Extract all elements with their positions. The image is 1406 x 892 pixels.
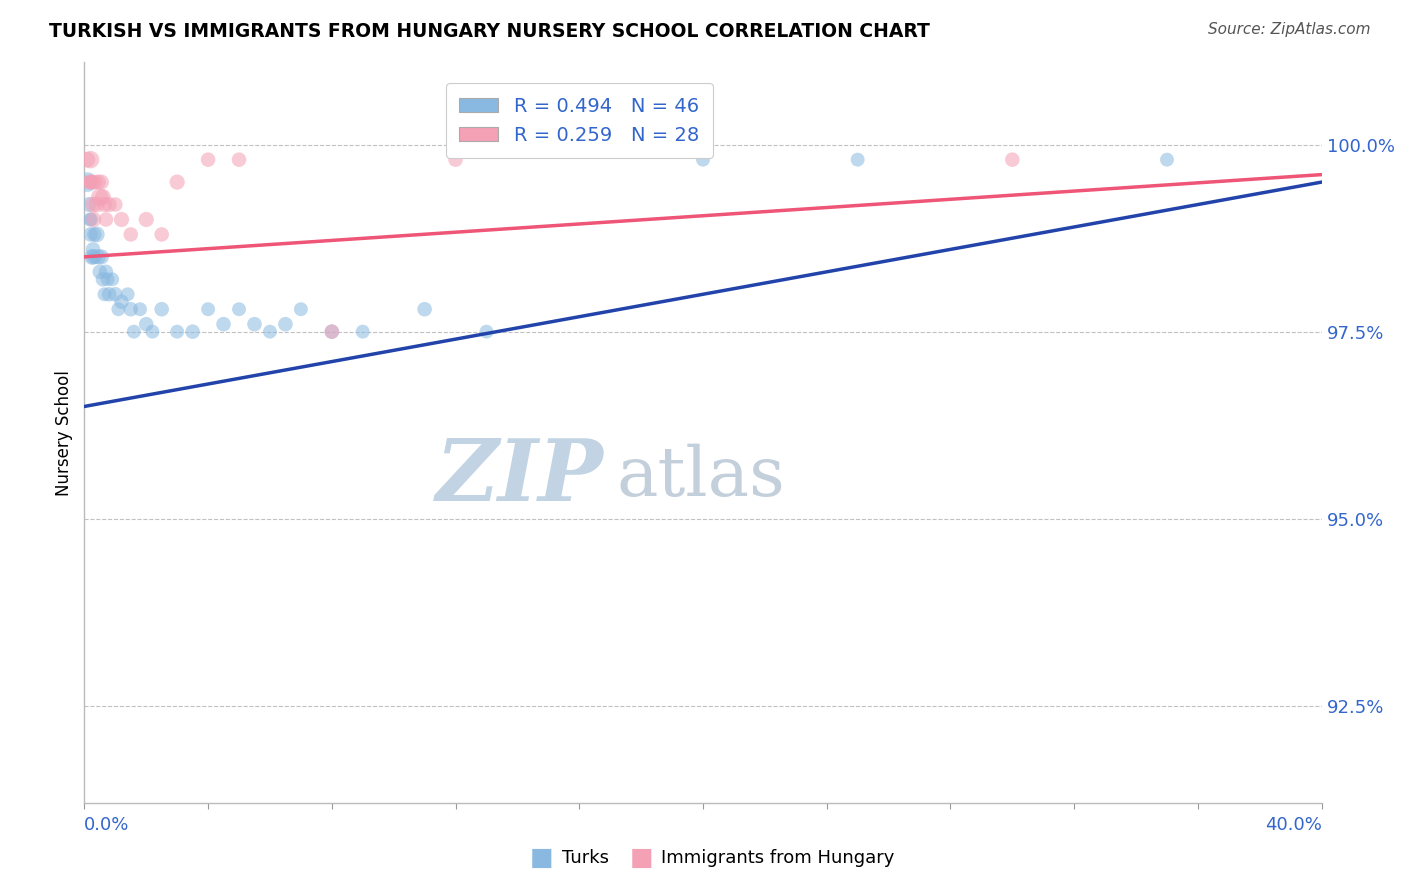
Point [91,272,114,286]
Point [77,197,100,211]
Point [135,317,157,331]
Text: ZIP: ZIP [436,435,605,519]
Point [117,287,139,301]
Text: TURKISH VS IMMIGRANTS FROM HUNGARY NURSERY SCHOOL CORRELATION CHART: TURKISH VS IMMIGRANTS FROM HUNGARY NURSE… [49,22,931,41]
Text: ■: ■ [630,847,652,870]
Point [352,325,374,339]
Point [84,175,107,189]
Point [84,250,107,264]
Text: atlas: atlas [616,444,786,510]
Point [212,317,235,331]
Point [80,175,103,189]
Point [120,302,142,317]
Point [228,302,250,317]
Point [692,153,714,167]
Point [80,212,103,227]
Point [82,175,104,189]
Text: Immigrants from Hungary: Immigrants from Hungary [661,849,894,867]
Point [110,294,132,309]
Point [97,272,120,286]
Point [150,227,173,242]
Text: Source: ZipAtlas.com: Source: ZipAtlas.com [1208,22,1371,37]
Point [243,317,266,331]
Point [79,153,101,167]
Point [181,325,204,339]
Point [101,272,124,286]
Point [98,287,121,301]
Point [94,212,117,227]
Point [82,243,104,257]
Point [274,317,297,331]
Point [197,302,219,317]
Point [76,153,98,167]
Point [166,325,188,339]
Text: Turks: Turks [562,849,609,867]
Point [82,250,104,264]
Point [228,153,250,167]
Point [90,175,112,189]
Legend: R = 0.494   N = 46, R = 0.259   N = 28: R = 0.494 N = 46, R = 0.259 N = 28 [446,83,713,158]
Point [79,227,101,242]
Point [79,212,101,227]
Point [444,153,467,167]
Point [98,197,121,211]
Text: ■: ■ [530,847,553,870]
Point [1001,153,1024,167]
Point [83,212,105,227]
Point [321,325,343,339]
Point [89,265,111,279]
Text: 40.0%: 40.0% [1265,816,1322,834]
Point [86,197,108,211]
Point [120,227,142,242]
Point [135,212,157,227]
Point [87,175,110,189]
Point [846,153,869,167]
Point [197,153,219,167]
Point [1156,153,1178,167]
Point [110,212,132,227]
Point [166,175,188,189]
Point [93,287,115,301]
Point [104,287,127,301]
Point [91,190,114,204]
Point [475,325,498,339]
Point [94,265,117,279]
Point [321,325,343,339]
Point [122,325,145,339]
Point [259,325,281,339]
Point [76,175,98,189]
Point [83,227,105,242]
Point [104,197,127,211]
Point [141,325,163,339]
Point [87,250,110,264]
Point [89,190,111,204]
Point [82,197,104,211]
Y-axis label: Nursery School: Nursery School [55,369,73,496]
Point [150,302,173,317]
Point [90,250,112,264]
Point [413,302,436,317]
Text: 0.0%: 0.0% [84,816,129,834]
Point [79,175,101,189]
Point [83,250,105,264]
Point [77,175,100,189]
Point [290,302,312,317]
Point [86,227,108,242]
Point [93,197,115,211]
Point [107,302,129,317]
Point [129,302,152,317]
